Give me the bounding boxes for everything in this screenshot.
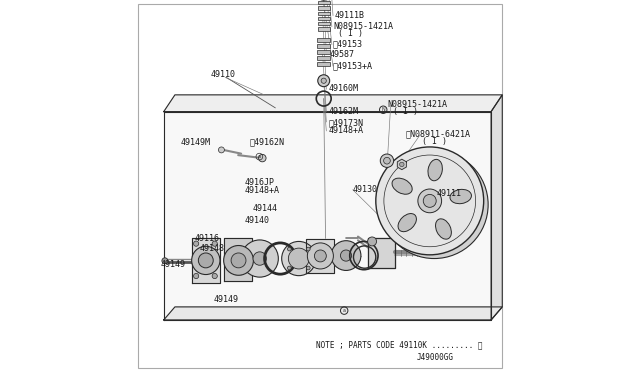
Polygon shape xyxy=(306,239,334,273)
Text: 49162M: 49162M xyxy=(328,107,358,116)
Circle shape xyxy=(314,250,326,262)
Circle shape xyxy=(367,237,376,246)
Bar xyxy=(317,38,330,42)
Bar xyxy=(318,22,330,25)
Polygon shape xyxy=(397,159,406,170)
Bar xyxy=(317,56,330,60)
Text: 49149M: 49149M xyxy=(180,138,211,147)
Bar xyxy=(318,1,330,4)
Circle shape xyxy=(282,241,316,276)
Circle shape xyxy=(318,75,330,87)
Text: J49000GG: J49000GG xyxy=(417,353,454,362)
Circle shape xyxy=(198,253,213,268)
Circle shape xyxy=(223,246,253,275)
Text: a: a xyxy=(342,308,346,313)
Ellipse shape xyxy=(392,178,412,194)
Text: ( I ): ( I ) xyxy=(394,107,419,116)
Circle shape xyxy=(307,243,333,269)
Text: ( I ): ( I ) xyxy=(338,29,364,38)
Circle shape xyxy=(241,240,278,277)
Bar xyxy=(317,44,330,48)
Text: ⓣN08911-6421A: ⓣN08911-6421A xyxy=(406,129,470,138)
Circle shape xyxy=(231,253,246,268)
Text: ⓐ49153: ⓐ49153 xyxy=(333,39,363,48)
Circle shape xyxy=(191,246,220,275)
Text: 49148+A: 49148+A xyxy=(328,126,363,135)
Text: ⓐ49162N: ⓐ49162N xyxy=(250,137,284,146)
Text: 49111B: 49111B xyxy=(335,11,365,20)
Circle shape xyxy=(418,189,442,213)
Circle shape xyxy=(383,157,390,164)
Text: N08915-1421A: N08915-1421A xyxy=(387,100,447,109)
Text: 4916JP: 4916JP xyxy=(245,178,275,187)
Ellipse shape xyxy=(450,189,472,204)
Bar xyxy=(317,62,330,66)
Bar xyxy=(317,50,330,54)
Text: NOTE ; PARTS CODE 49110K ......... ⓐ: NOTE ; PARTS CODE 49110K ......... ⓐ xyxy=(316,341,483,350)
Polygon shape xyxy=(225,238,252,281)
Circle shape xyxy=(162,258,168,264)
Circle shape xyxy=(287,266,291,270)
Text: ⓐ49173N: ⓐ49173N xyxy=(328,118,363,127)
Circle shape xyxy=(307,247,310,251)
Circle shape xyxy=(212,241,218,246)
Polygon shape xyxy=(164,112,491,320)
Circle shape xyxy=(218,147,225,153)
Circle shape xyxy=(193,241,199,246)
Text: a: a xyxy=(258,154,261,159)
Circle shape xyxy=(259,154,266,162)
Text: ( I ): ( I ) xyxy=(422,137,447,146)
Text: 49110: 49110 xyxy=(211,70,236,79)
Circle shape xyxy=(307,266,310,270)
Circle shape xyxy=(289,248,309,269)
Circle shape xyxy=(376,147,484,255)
Bar xyxy=(318,17,330,20)
Text: 49140: 49140 xyxy=(244,216,269,225)
Text: ⓐ49153+A: ⓐ49153+A xyxy=(333,62,373,71)
Polygon shape xyxy=(164,307,502,320)
Polygon shape xyxy=(164,95,502,112)
Ellipse shape xyxy=(428,159,442,181)
Bar xyxy=(318,12,330,15)
Text: 49111: 49111 xyxy=(436,189,461,198)
Bar xyxy=(318,27,330,31)
Ellipse shape xyxy=(398,214,417,232)
Text: 49149: 49149 xyxy=(214,295,239,304)
Bar xyxy=(318,6,330,10)
Circle shape xyxy=(193,273,199,279)
Circle shape xyxy=(212,273,218,279)
Circle shape xyxy=(380,151,488,259)
Text: 49160M: 49160M xyxy=(328,84,358,93)
Text: N08915-1421A: N08915-1421A xyxy=(333,22,393,31)
Polygon shape xyxy=(369,238,395,268)
Text: 49587: 49587 xyxy=(330,50,355,59)
Text: 49149: 49149 xyxy=(161,260,186,269)
Text: N: N xyxy=(381,107,385,112)
Ellipse shape xyxy=(436,219,451,239)
Text: 49148+A: 49148+A xyxy=(245,186,280,195)
Circle shape xyxy=(340,250,351,261)
Polygon shape xyxy=(491,95,502,320)
Text: 49144: 49144 xyxy=(252,204,277,213)
Circle shape xyxy=(321,78,326,83)
Text: 49130: 49130 xyxy=(353,185,378,194)
Circle shape xyxy=(399,162,404,167)
Text: 49116: 49116 xyxy=(195,234,220,243)
Circle shape xyxy=(253,252,266,265)
Circle shape xyxy=(287,247,291,251)
Circle shape xyxy=(331,241,361,270)
Circle shape xyxy=(380,154,394,167)
Polygon shape xyxy=(191,238,220,283)
Circle shape xyxy=(423,195,436,207)
Text: 49148: 49148 xyxy=(199,244,224,253)
